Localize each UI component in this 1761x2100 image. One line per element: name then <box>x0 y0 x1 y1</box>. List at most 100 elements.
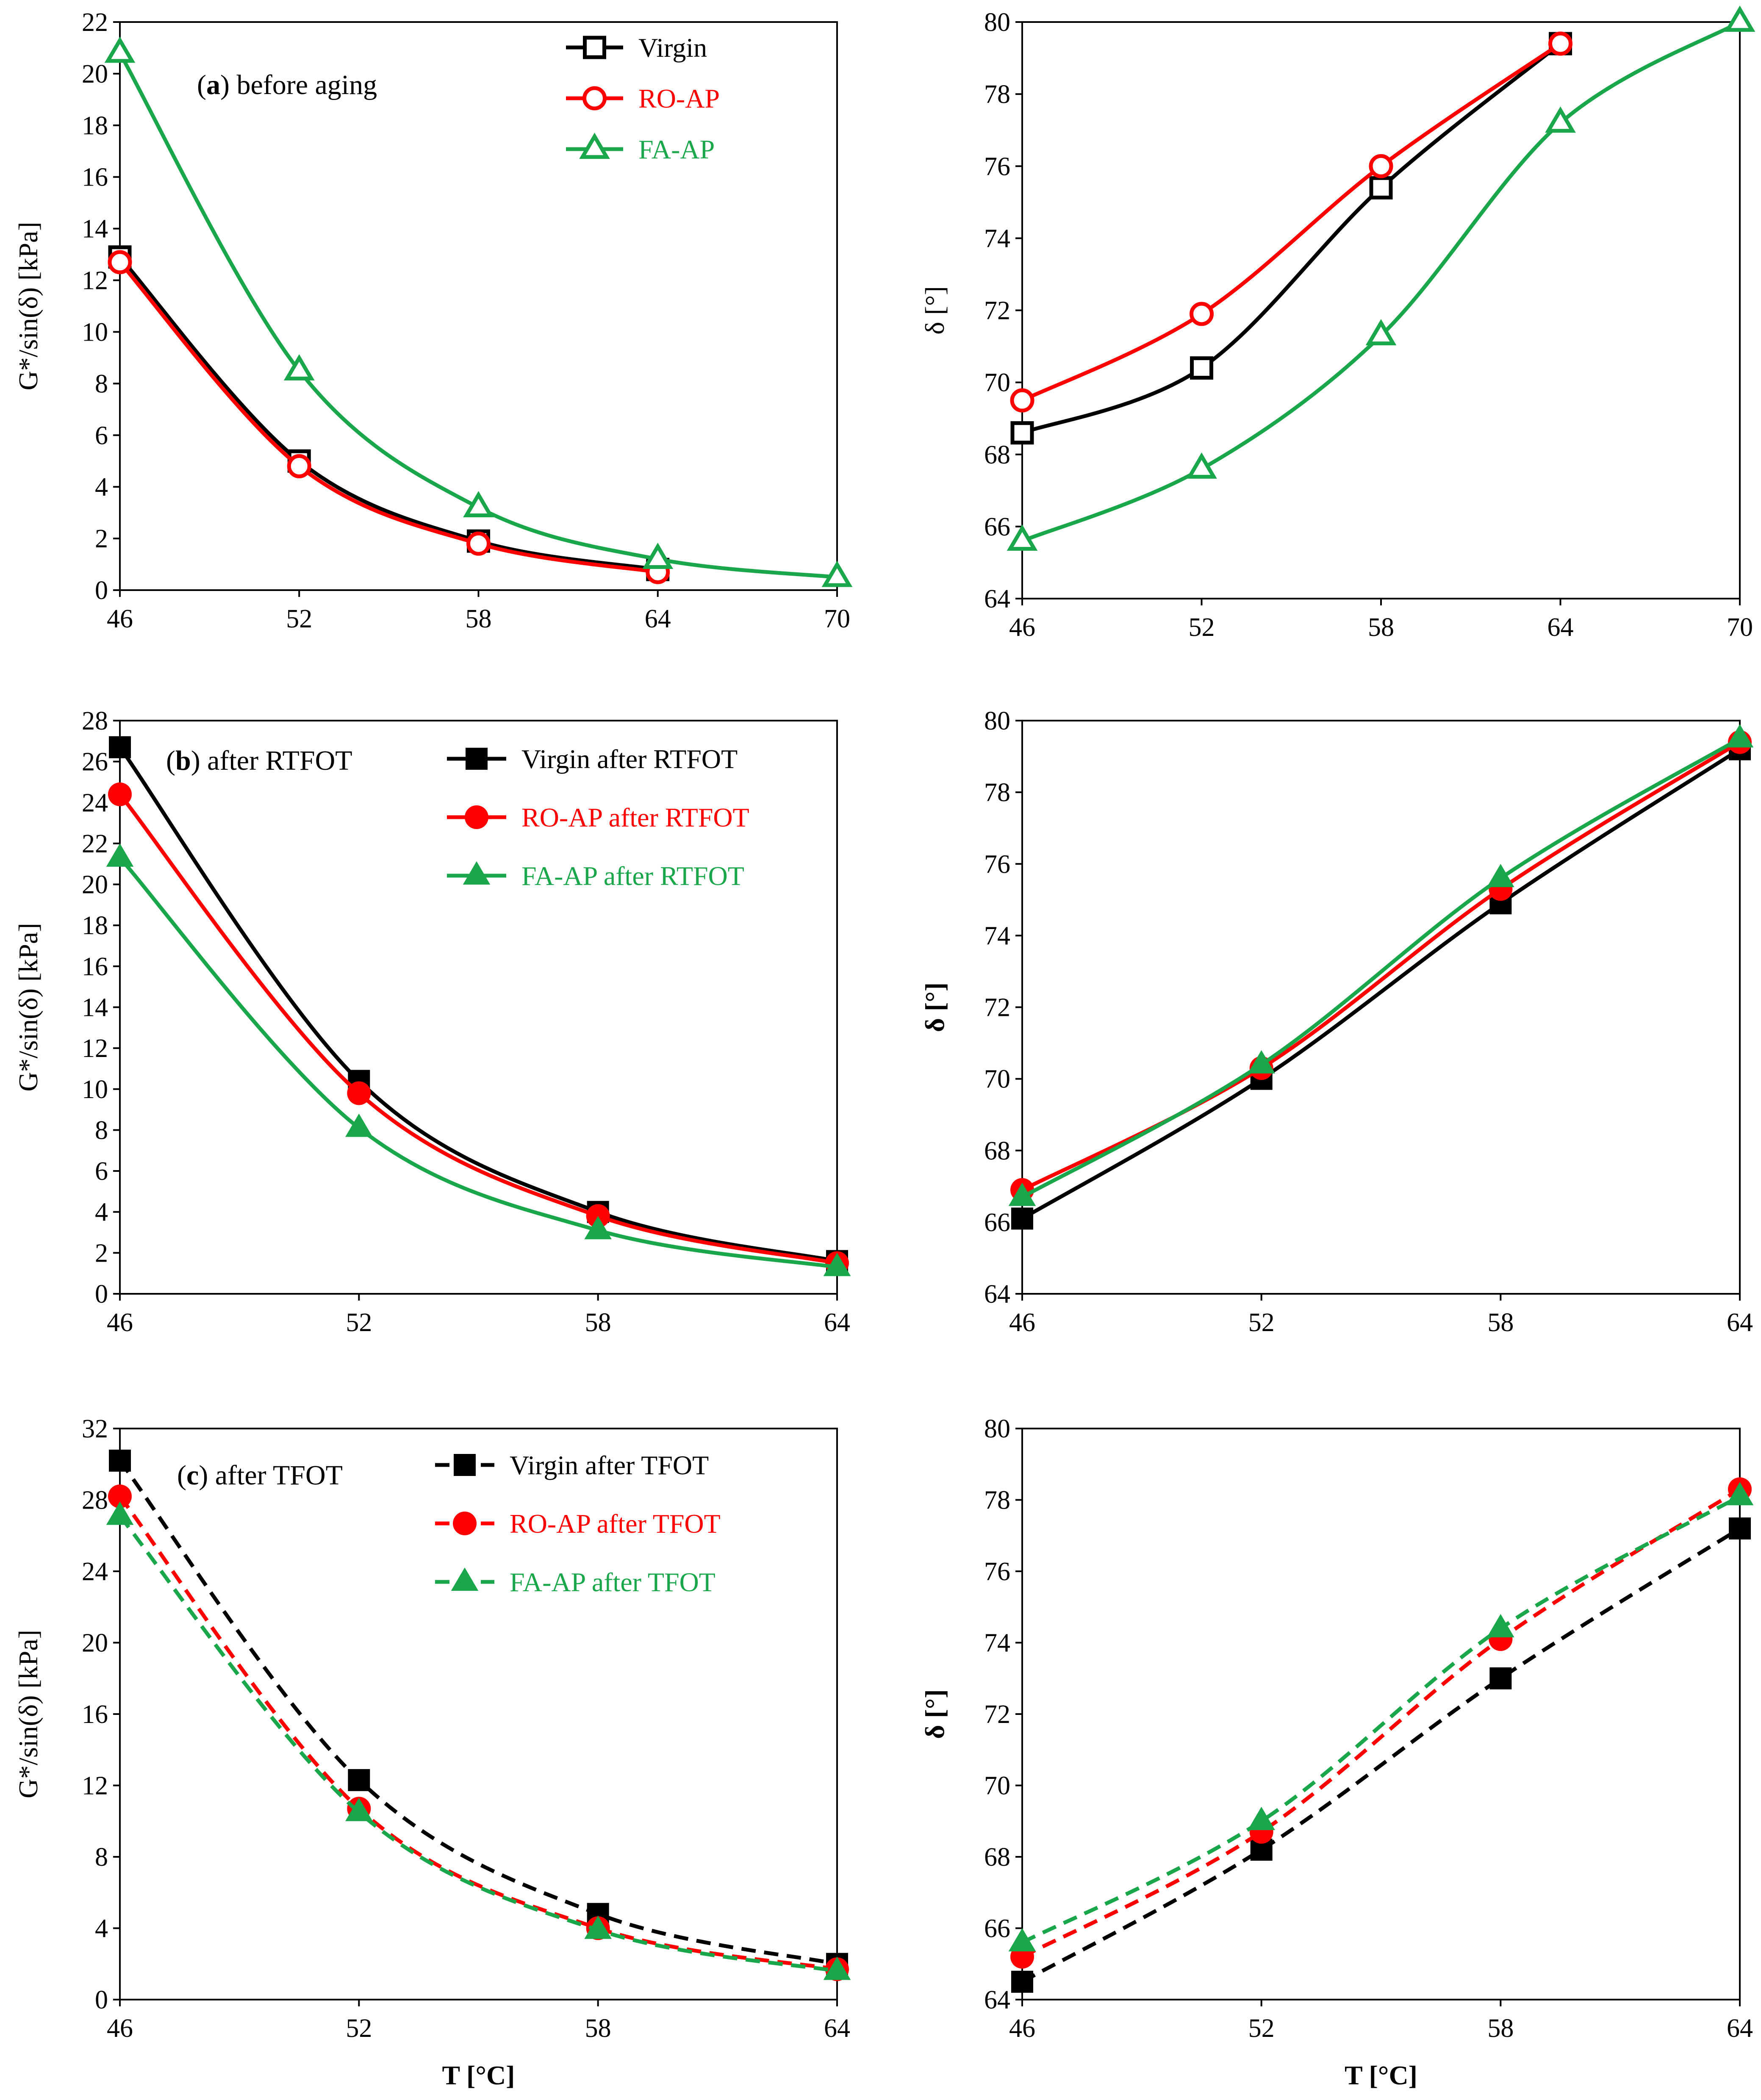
data-point-roap <box>1369 154 1393 178</box>
data-point-faap <box>1248 1050 1275 1074</box>
data-point-faap <box>345 1798 373 1821</box>
series-line-roap <box>118 1495 838 1971</box>
panel-annotation: (b) after RTFOT <box>166 745 352 776</box>
y-tick-label: 66 <box>984 1914 1010 1943</box>
data-point-roap <box>1190 302 1214 326</box>
y-tick-label: 6 <box>95 421 108 450</box>
data-point-faap <box>345 1113 373 1137</box>
y-tick-label: 76 <box>984 152 1010 181</box>
data-point-roap <box>1548 31 1572 56</box>
y-tick-label: 0 <box>95 1986 108 2014</box>
data-point-faap <box>104 36 136 63</box>
y-tick-label: 72 <box>984 993 1010 1022</box>
y-tick-label: 78 <box>984 80 1010 109</box>
panel-annotation: (a) before aging <box>197 69 377 100</box>
data-point-faap <box>283 354 315 380</box>
x-tick-label: 64 <box>824 2014 850 2043</box>
data-point-faap <box>821 560 853 587</box>
y-axis-title: δ [°] <box>920 286 950 334</box>
series-line-virgin <box>1021 42 1562 435</box>
y-tick-label: 22 <box>82 829 108 858</box>
y-tick-label: 12 <box>82 1772 108 1800</box>
y-tick-label: 16 <box>82 1700 108 1729</box>
y-tick-label: 32 <box>82 1415 108 1443</box>
y-tick-label: 8 <box>95 1843 108 1872</box>
data-point-faap <box>1186 452 1217 479</box>
plot-frame <box>1021 1428 1741 2000</box>
y-axis-title: G*/sin(δ) [kPa] <box>13 1630 43 1798</box>
data-point-faap <box>1007 524 1038 551</box>
legend-label-faap: FA-AP after TFOT <box>510 1567 715 1597</box>
y-tick-label: 4 <box>95 1914 108 1943</box>
y-tick-label: 66 <box>984 1208 1010 1237</box>
legend-marker-virgin <box>454 1454 476 1476</box>
data-point-roap <box>108 782 132 806</box>
x-tick-label: 52 <box>286 605 312 633</box>
x-tick-label: 52 <box>1248 2014 1275 2043</box>
data-point-faap <box>1487 864 1514 888</box>
data-point-virgin <box>1190 356 1213 380</box>
y-tick-label: 28 <box>82 1486 108 1515</box>
y-tick-label: 2 <box>95 1239 108 1268</box>
panel-annotation: (c) after TFOT <box>177 1460 343 1491</box>
data-point-virgin <box>109 1449 131 1472</box>
x-axis-title: T [°C] <box>1345 2060 1417 2090</box>
y-tick-label: 8 <box>95 369 108 398</box>
y-tick-label: 20 <box>82 871 108 899</box>
y-tick-label: 12 <box>82 266 108 295</box>
x-tick-label: 58 <box>1368 613 1394 642</box>
series-line-faap <box>118 1515 838 1973</box>
x-axis-title: T [°C] <box>442 2060 515 2090</box>
x-tick-label: 52 <box>346 1308 372 1337</box>
data-point-virgin <box>109 736 131 758</box>
legend-marker-virgin <box>583 36 606 59</box>
x-tick-label: 58 <box>1487 2014 1514 2043</box>
legend-label-virgin: Virgin after TFOT <box>510 1450 709 1480</box>
y-tick-label: 18 <box>82 911 108 940</box>
legend-marker-virgin <box>466 748 488 770</box>
legend-label-roap: RO-AP after RTFOT <box>521 802 749 832</box>
x-tick-label: 46 <box>107 605 133 633</box>
y-tick-label: 70 <box>984 1065 1010 1094</box>
y-tick-label: 74 <box>984 224 1010 253</box>
y-tick-label: 72 <box>984 1700 1010 1729</box>
y-tick-label: 74 <box>984 921 1010 950</box>
legend-label-virgin: Virgin after RTFOT <box>521 744 738 774</box>
y-axis-title: G*/sin(δ) [kPa] <box>13 923 43 1091</box>
chart-panel-a-right: 64 66 68 70 72 74 76 78 80 46 52 58 64 70 δ [°] <box>920 6 1755 642</box>
x-tick-label: 64 <box>1727 2014 1753 2043</box>
series-line-roap <box>1021 42 1562 402</box>
y-tick-label: 22 <box>82 8 108 37</box>
y-tick-label: 76 <box>984 1557 1010 1586</box>
x-tick-label: 58 <box>466 605 492 633</box>
y-tick-label: 4 <box>95 473 108 502</box>
data-point-faap <box>106 843 134 867</box>
data-point-virgin <box>1011 1207 1033 1230</box>
data-point-virgin <box>1369 176 1393 200</box>
y-tick-label: 24 <box>82 788 108 817</box>
y-axis-title: δ [°] <box>920 1689 950 1739</box>
y-tick-label: 80 <box>984 8 1010 37</box>
data-point-virgin <box>1489 1667 1512 1689</box>
legend-marker-roap <box>582 86 607 111</box>
plot-frame <box>1021 21 1741 599</box>
series-line-roap <box>1021 740 1741 1192</box>
x-tick-label: 58 <box>585 2014 611 2043</box>
y-tick-label: 12 <box>82 1034 108 1063</box>
y-tick-label: 26 <box>82 748 108 777</box>
chart-panel-c-right: 64 66 68 70 72 74 76 78 80 46 52 58 64 δ [°] T [°C] <box>920 1415 1754 2090</box>
y-tick-label: 64 <box>984 585 1010 613</box>
y-tick-label: 8 <box>95 1116 108 1145</box>
x-tick-label: 46 <box>1009 2014 1035 2043</box>
x-tick-label: 64 <box>824 1308 850 1337</box>
y-tick-label: 80 <box>984 1415 1010 1443</box>
y-tick-label: 0 <box>95 1280 108 1309</box>
y-tick-label: 74 <box>984 1629 1010 1658</box>
data-point-faap <box>1248 1806 1275 1830</box>
y-tick-label: 70 <box>984 1772 1010 1800</box>
x-tick-label: 58 <box>585 1308 611 1337</box>
series-line-roap <box>1021 1487 1741 1959</box>
